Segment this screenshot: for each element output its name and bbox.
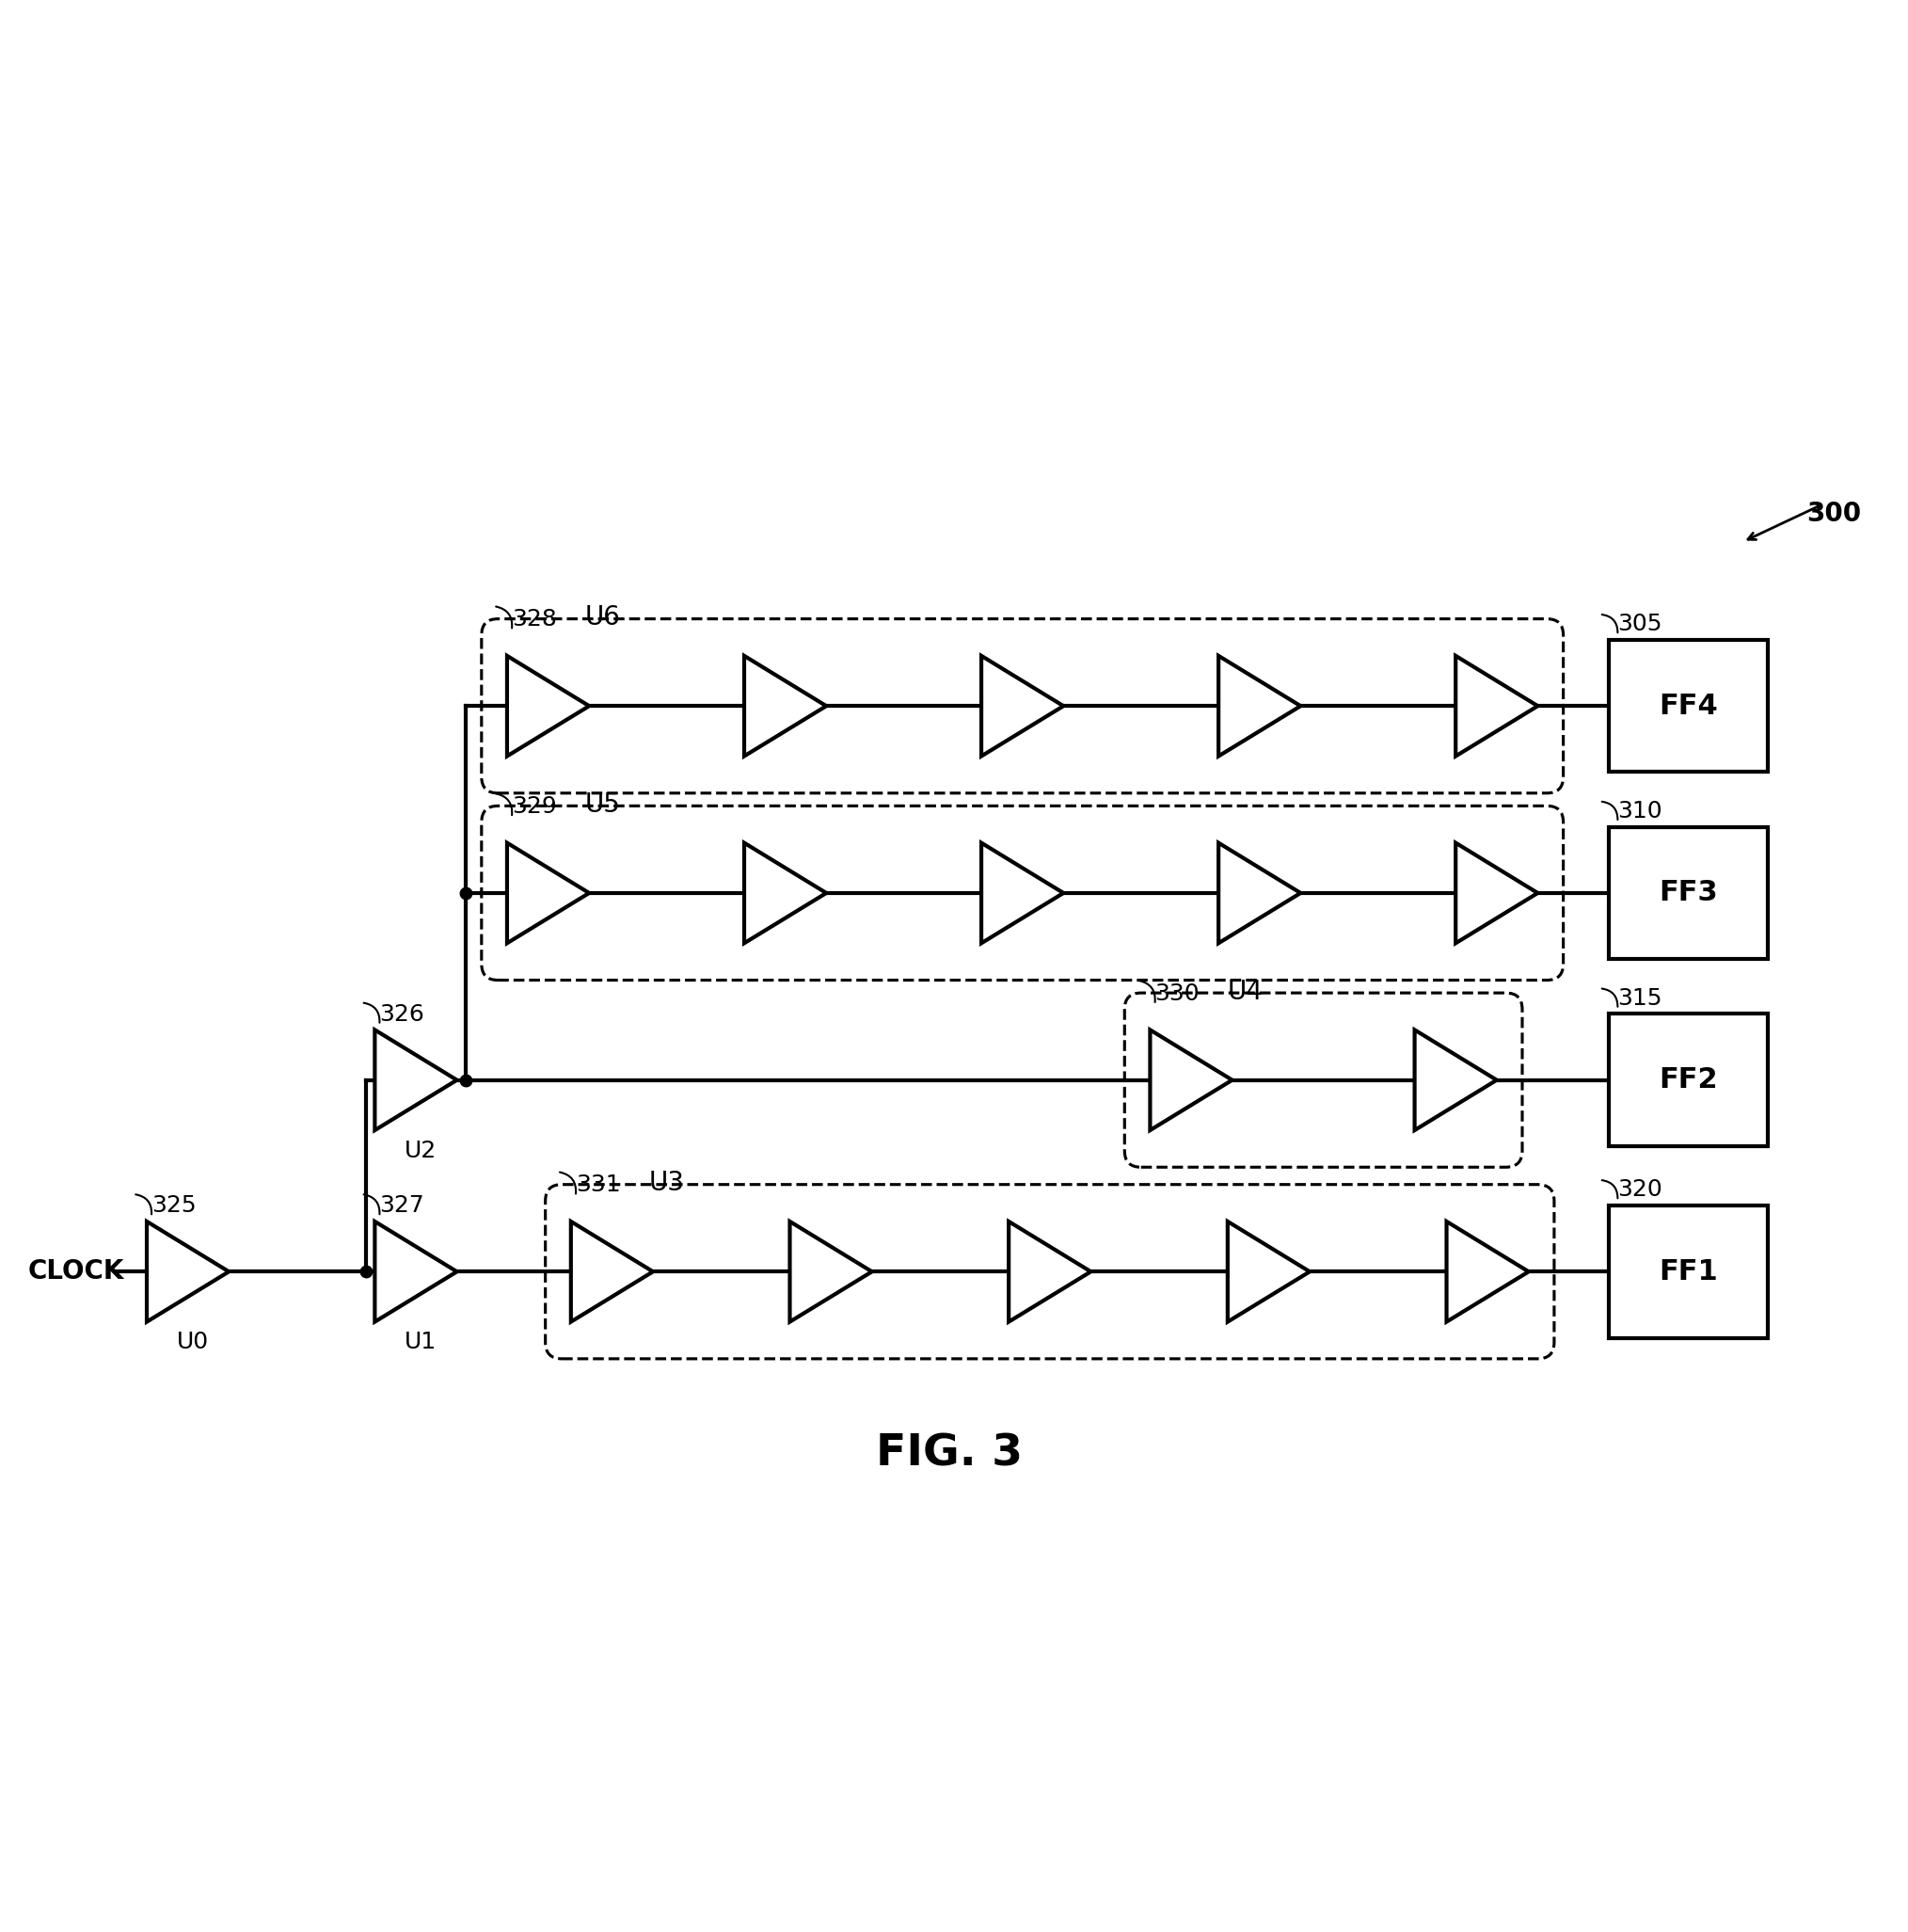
Polygon shape — [981, 842, 1063, 943]
Text: 331: 331 — [576, 1175, 620, 1196]
Text: 300: 300 — [1807, 500, 1862, 527]
Text: CLOCK: CLOCK — [29, 1258, 124, 1285]
Polygon shape — [1009, 1221, 1091, 1321]
Text: 330: 330 — [1154, 981, 1200, 1005]
Bar — [1608, 827, 1769, 958]
Text: FF1: FF1 — [1658, 1258, 1717, 1285]
Text: FIG. 3: FIG. 3 — [876, 1434, 1023, 1476]
Polygon shape — [1414, 1030, 1496, 1130]
Text: 327: 327 — [380, 1194, 424, 1217]
Polygon shape — [1219, 655, 1301, 755]
Polygon shape — [1446, 1221, 1528, 1321]
Bar — [1608, 639, 1769, 773]
Text: U4: U4 — [1227, 978, 1263, 1005]
Polygon shape — [744, 655, 826, 755]
Text: FF2: FF2 — [1658, 1066, 1717, 1094]
Text: 305: 305 — [1618, 612, 1662, 636]
Text: U5: U5 — [584, 792, 620, 817]
Polygon shape — [374, 1221, 456, 1321]
Text: FF4: FF4 — [1658, 692, 1717, 719]
Text: U1: U1 — [404, 1331, 437, 1354]
Text: 328: 328 — [511, 609, 557, 630]
Polygon shape — [1227, 1221, 1309, 1321]
FancyBboxPatch shape — [546, 1184, 1555, 1358]
Bar — [1608, 1014, 1769, 1146]
Polygon shape — [1219, 842, 1301, 943]
Text: 326: 326 — [380, 1003, 424, 1026]
Text: U3: U3 — [649, 1171, 685, 1196]
Text: U6: U6 — [584, 605, 620, 630]
Bar — [1608, 1206, 1769, 1337]
Polygon shape — [374, 1030, 456, 1130]
FancyBboxPatch shape — [481, 806, 1563, 980]
Text: U2: U2 — [404, 1140, 437, 1161]
FancyBboxPatch shape — [1124, 993, 1523, 1167]
Polygon shape — [147, 1221, 229, 1321]
Polygon shape — [508, 842, 590, 943]
FancyBboxPatch shape — [481, 618, 1563, 794]
Polygon shape — [1151, 1030, 1233, 1130]
Text: 325: 325 — [151, 1194, 197, 1217]
Polygon shape — [570, 1221, 653, 1321]
Polygon shape — [744, 842, 826, 943]
Text: 329: 329 — [511, 796, 557, 817]
Polygon shape — [981, 655, 1063, 755]
Text: FF3: FF3 — [1658, 879, 1717, 906]
Text: 310: 310 — [1618, 800, 1662, 823]
Polygon shape — [1456, 655, 1538, 755]
Polygon shape — [790, 1221, 872, 1321]
Text: 315: 315 — [1618, 987, 1662, 1009]
Text: U0: U0 — [176, 1331, 208, 1354]
Text: 320: 320 — [1618, 1179, 1662, 1202]
Polygon shape — [508, 655, 590, 755]
Polygon shape — [1456, 842, 1538, 943]
